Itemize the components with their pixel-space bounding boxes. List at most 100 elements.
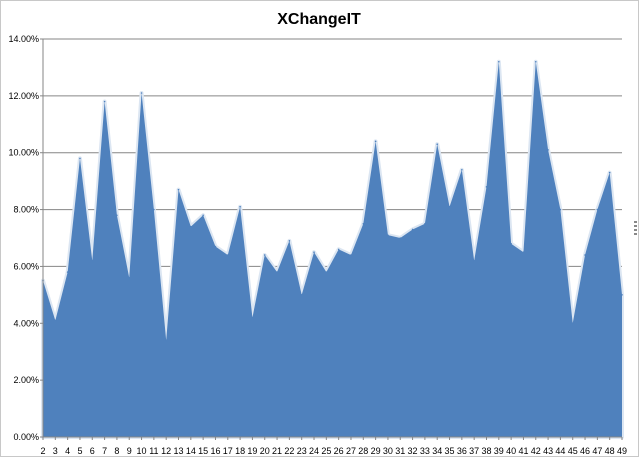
x-tick-label: 31 <box>395 446 405 456</box>
x-tick-label: 34 <box>432 446 442 456</box>
y-tick-label: 2.00% <box>13 375 39 385</box>
x-tick-label: 38 <box>481 446 491 456</box>
x-tick-label: 13 <box>174 446 184 456</box>
x-tick-label: 14 <box>186 446 196 456</box>
x-axis-labels: 2 3 4 5 6 7 8 9 10 11 12 13 14 15 16 17 18 19 20 21 22 23 24 25… <box>40 446 627 456</box>
x-tick-label: 7 <box>102 446 107 456</box>
x-tick-label: 42 <box>531 446 541 456</box>
data-point <box>621 294 623 296</box>
x-tick-label: 9 <box>127 446 132 456</box>
y-tick-label: 14.00% <box>8 34 39 44</box>
series-fill <box>43 61 622 438</box>
data-point <box>214 245 217 248</box>
data-point <box>559 208 562 211</box>
x-tick-label: 45 <box>568 446 578 456</box>
data-point <box>153 208 155 211</box>
y-tick-label: 12.00% <box>8 91 39 101</box>
x-tick-label: 46 <box>580 446 590 456</box>
data-point <box>461 168 463 171</box>
y-axis-labels: 0.00% 2.00% 4.00% 6.00% 8.00% 10.00% 12.00% 14.… <box>8 34 39 442</box>
y-tick-label: 0.00% <box>13 432 39 442</box>
y-tick-label: 4.00% <box>13 318 39 328</box>
data-point <box>571 322 574 325</box>
data-point <box>399 237 402 239</box>
data-point <box>103 100 106 103</box>
x-tick-label: 21 <box>272 446 282 456</box>
data-point <box>608 171 611 174</box>
axes <box>40 38 623 440</box>
data-point <box>473 259 475 262</box>
data-point <box>116 214 118 217</box>
data-point <box>498 60 500 63</box>
x-tick-label: 36 <box>457 446 467 456</box>
x-tick-label: 40 <box>506 446 516 456</box>
x-tick-label: 17 <box>223 446 233 456</box>
x-tick-label: 16 <box>210 446 220 456</box>
data-point <box>325 271 328 273</box>
x-tick-label: 41 <box>518 446 528 456</box>
x-tick-label: 32 <box>408 446 418 456</box>
y-tick-label: 6.00% <box>13 261 39 271</box>
x-tick-label: 44 <box>555 446 565 456</box>
data-point <box>54 319 57 322</box>
x-tick-label: 10 <box>137 446 147 456</box>
data-point <box>263 254 266 256</box>
data-point <box>79 157 81 160</box>
data-point <box>288 240 291 242</box>
data-point <box>300 294 303 296</box>
data-point <box>436 143 439 145</box>
y-tick-label: 10.00% <box>8 148 39 158</box>
data-point <box>165 339 167 342</box>
resize-handle-right[interactable] <box>634 221 637 235</box>
x-tick-label: 11 <box>149 446 158 456</box>
x-tick-label: 12 <box>161 446 171 456</box>
x-tick-label: 22 <box>284 446 294 456</box>
x-tick-label: 3 <box>53 446 58 456</box>
data-point <box>547 149 549 151</box>
data-point <box>190 225 192 228</box>
data-point <box>202 214 204 217</box>
data-point <box>140 92 143 94</box>
data-point <box>387 234 389 236</box>
x-tick-label: 25 <box>321 446 331 456</box>
x-tick-label: 6 <box>90 446 95 456</box>
data-point <box>510 242 512 245</box>
data-point <box>448 205 451 208</box>
data-point <box>276 271 278 273</box>
data-point <box>128 277 131 279</box>
data-point <box>177 188 180 191</box>
x-tick-label: 39 <box>494 446 504 456</box>
data-point <box>534 60 537 63</box>
x-tick-label: 24 <box>309 446 319 456</box>
x-tick-label: 30 <box>383 446 393 456</box>
x-tick-label: 28 <box>358 446 368 456</box>
x-tick-label: 23 <box>297 446 307 456</box>
x-tick-label: 27 <box>346 446 356 456</box>
data-point <box>350 254 352 256</box>
data-point <box>337 248 340 251</box>
data-point <box>424 222 426 225</box>
x-tick-label: 37 <box>469 446 479 456</box>
x-tick-label: 20 <box>260 446 270 456</box>
x-tick-label: 5 <box>77 446 82 456</box>
x-tick-label: 4 <box>65 446 70 456</box>
x-tick-label: 33 <box>420 446 430 456</box>
x-tick-label: 2 <box>40 446 45 456</box>
data-point <box>362 222 365 225</box>
data-point <box>239 205 241 208</box>
x-tick-label: 8 <box>114 446 119 456</box>
x-tick-label: 26 <box>334 446 344 456</box>
data-point <box>226 254 229 256</box>
data-point <box>584 254 586 256</box>
data-point <box>485 186 488 188</box>
x-tick-label: 47 <box>592 446 602 456</box>
data-point <box>596 208 599 211</box>
data-point <box>411 228 414 231</box>
x-tick-label: 29 <box>371 446 381 456</box>
x-tick-label: 15 <box>198 446 208 456</box>
data-point <box>251 316 254 319</box>
data-point <box>313 251 315 254</box>
x-tick-label: 43 <box>543 446 553 456</box>
